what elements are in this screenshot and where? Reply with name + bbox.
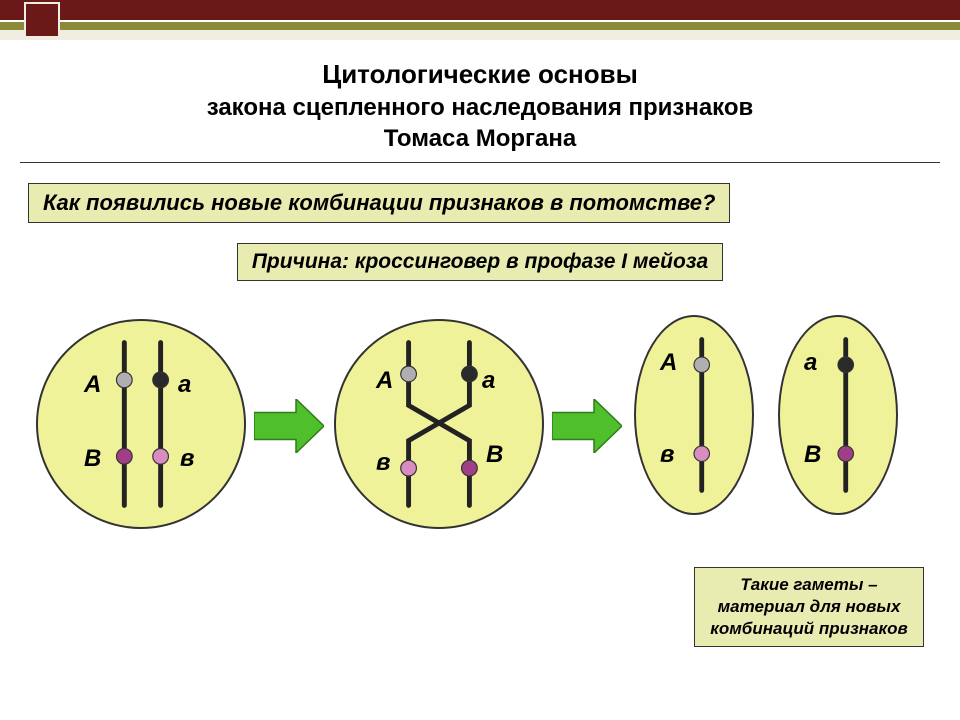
cell-4: аВ — [778, 315, 898, 515]
cell-2: Аа в В — [334, 319, 544, 529]
allele-A: А — [84, 373, 101, 397]
allele-A: А — [660, 351, 677, 375]
title-divider — [20, 162, 940, 163]
arrow-1 — [254, 399, 324, 453]
arrow-2 — [552, 399, 622, 453]
allele-B: В — [804, 443, 821, 467]
allele-a: а — [804, 351, 817, 375]
title-block: Цитологические основы закона сцепленного… — [0, 58, 960, 154]
allele-b: в — [376, 451, 391, 475]
cell-1: Аа Вв — [36, 319, 246, 529]
question-box: Как появились новые комбинации признаков… — [28, 183, 730, 223]
reason-box: Причина: кроссинговер в профазе I мейоза — [237, 243, 723, 281]
allele-b: в — [660, 443, 675, 467]
allele-A: А — [376, 369, 393, 393]
header-decoration — [0, 0, 960, 40]
title-line3: Томаса Моргана — [40, 123, 920, 154]
allele-B: В — [84, 447, 101, 471]
cell-3: Ав — [634, 315, 754, 515]
allele-b: в — [180, 447, 195, 471]
olive-stripe — [0, 20, 960, 30]
title-line1: Цитологические основы — [40, 58, 920, 92]
maroon-stripe — [0, 0, 960, 20]
allele-B: В — [486, 443, 503, 467]
square-accent — [24, 2, 60, 38]
note-box: Такие гаметы – материал для новых комбин… — [694, 567, 924, 647]
title-line2: закона сцепленного наследования признако… — [40, 92, 920, 123]
allele-a: а — [178, 373, 191, 397]
diagram-area: Такие гаметы – материал для новых комбин… — [0, 299, 960, 559]
allele-a: а — [482, 369, 495, 393]
